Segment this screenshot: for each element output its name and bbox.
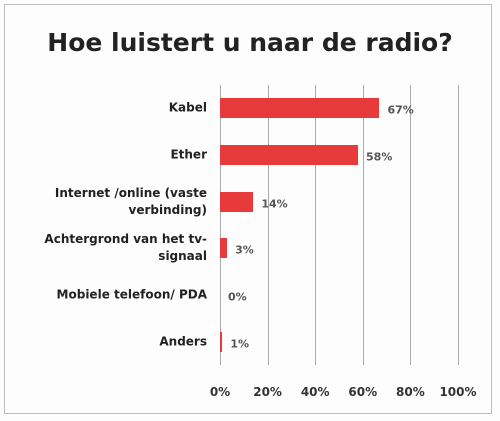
- bar: [220, 331, 223, 352]
- category-label: Anders: [159, 334, 207, 349]
- bar: [220, 98, 380, 119]
- grid-line: [362, 85, 364, 365]
- category-label: Internet /online (vaste verbinding): [54, 185, 207, 217]
- x-tick-label: 20%: [253, 385, 282, 399]
- value-label: 3%: [235, 243, 254, 257]
- value-label: 67%: [387, 103, 414, 117]
- x-tick-label: 100%: [439, 385, 477, 399]
- category-label: Kabel: [168, 100, 207, 115]
- x-tick-label: 40%: [300, 385, 330, 399]
- frame: [4, 4, 492, 414]
- grid-line: [315, 85, 317, 365]
- bar: [220, 238, 228, 259]
- bar: [220, 145, 359, 165]
- category-label: Ether: [170, 147, 207, 162]
- grid-line: [220, 85, 221, 365]
- bar: [220, 191, 254, 212]
- value-label: 0%: [228, 290, 247, 304]
- chart-title: Hoe luistert u naar de radio?: [47, 28, 453, 57]
- grid-line: [410, 85, 412, 365]
- value-label: 58%: [366, 150, 393, 164]
- category-label: Mobiele telefoon/ PDA: [56, 287, 207, 302]
- grid-line: [267, 85, 269, 365]
- x-tick-label: 60%: [348, 385, 378, 399]
- grid-line: [458, 85, 459, 365]
- x-tick-label: 80%: [396, 385, 425, 399]
- x-tick-label: 0%: [209, 385, 231, 399]
- value-label: 1%: [230, 337, 250, 351]
- value-label: 14%: [261, 197, 288, 211]
- category-label: Achtergrond van het tv-signaal: [44, 232, 207, 264]
